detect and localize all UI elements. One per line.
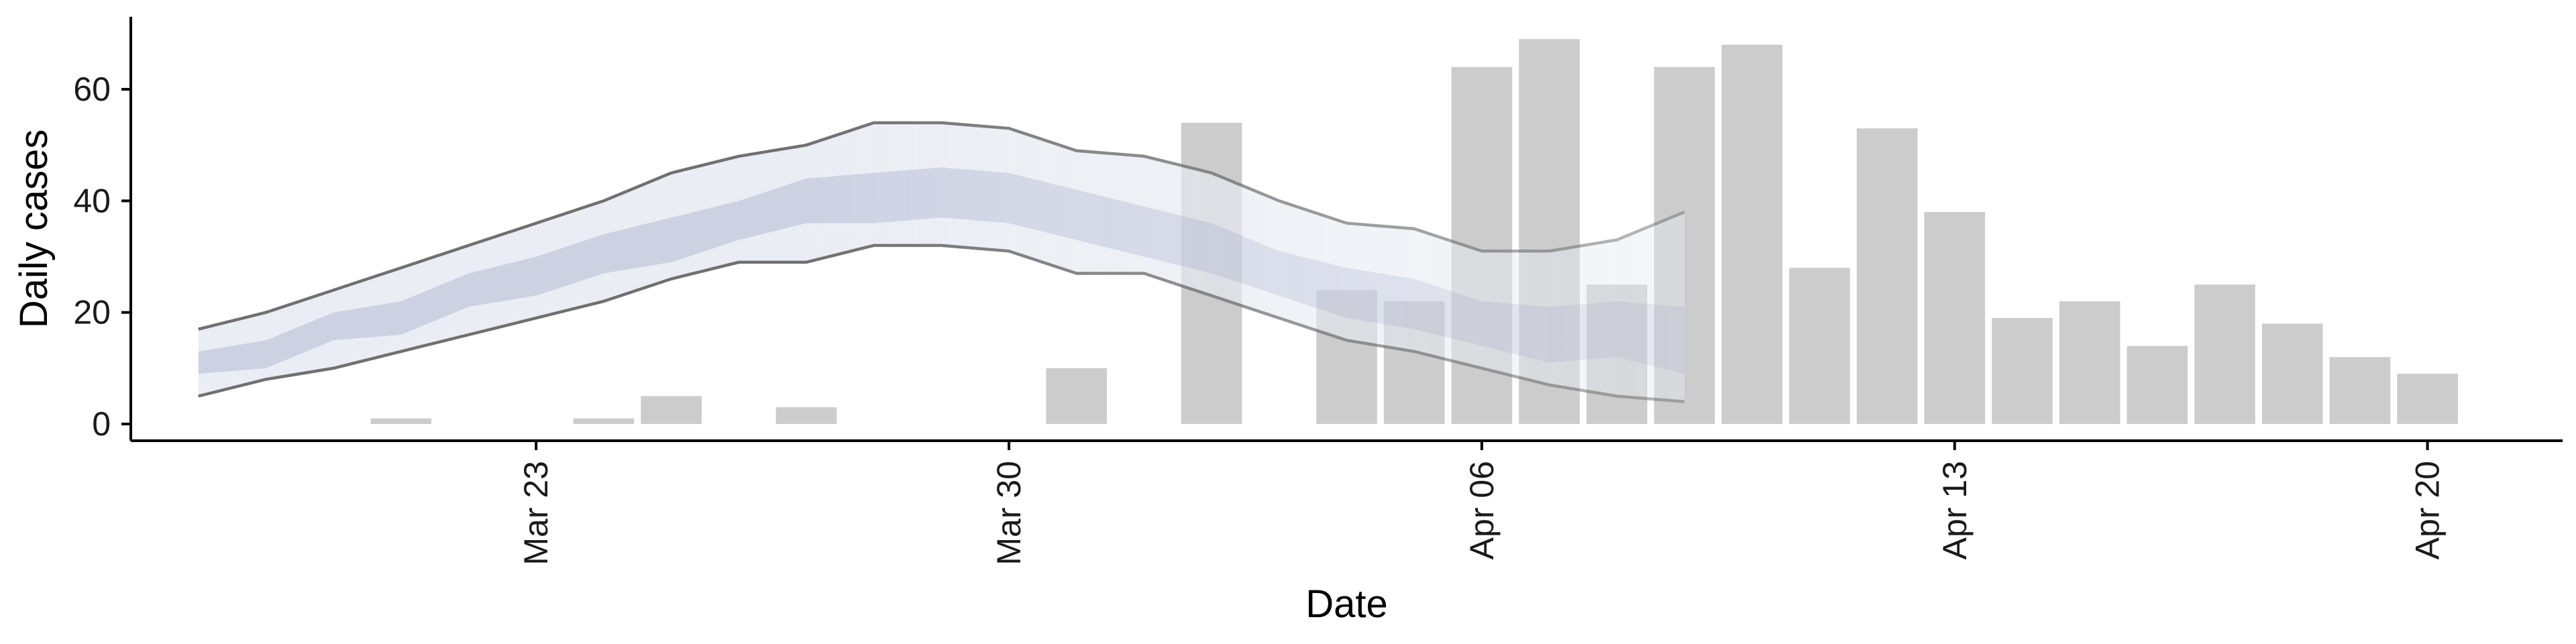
bar (2397, 374, 2458, 425)
y-tick-label: 60 (73, 70, 111, 108)
bar (1992, 318, 2053, 425)
bar (2194, 284, 2255, 425)
projection-band-layer (198, 121, 1685, 404)
x-tick-label: Mar 23 (517, 461, 555, 566)
outer-lower-line (198, 244, 1685, 404)
y-axis-title: Daily cases (12, 129, 56, 329)
axes-layer: 0 20 40 60 Mar 23 Mar 30 Apr 06 Apr 13 Apr 20 (73, 17, 2563, 566)
bar (2059, 301, 2121, 425)
bar (641, 396, 702, 425)
bar (775, 407, 837, 425)
bar (1721, 44, 1782, 425)
inner-interval-band (198, 167, 1685, 374)
x-tick-label: Apr 13 (1936, 461, 1974, 559)
bar (370, 418, 432, 425)
bar (2329, 357, 2391, 425)
bar (1856, 128, 1918, 425)
bar (2127, 345, 2188, 425)
y-tick-label: 40 (73, 182, 111, 219)
bar (1789, 268, 1850, 425)
y-tick-label: 20 (73, 294, 111, 331)
y-tick-label: 0 (92, 405, 111, 443)
x-axis-title: Date (1305, 582, 1388, 626)
bar (1046, 368, 1108, 425)
bar (2261, 323, 2323, 425)
x-tick-label: Mar 30 (990, 461, 1028, 566)
outer-upper-line (198, 121, 1685, 331)
bar (573, 418, 635, 425)
x-tick-label: Apr 06 (1463, 461, 1501, 559)
bar (1924, 212, 1986, 425)
x-tick-label: Apr 20 (2409, 461, 2447, 559)
